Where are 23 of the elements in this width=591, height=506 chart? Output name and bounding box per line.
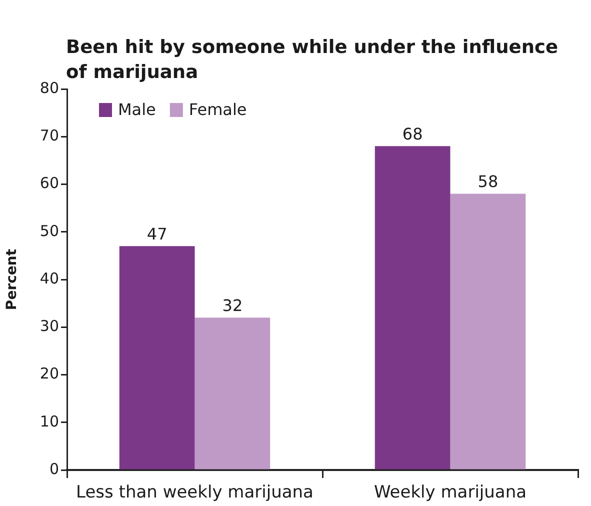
x-tick-label: Weekly marijuana	[374, 482, 527, 503]
y-axis-title: Percent	[4, 248, 20, 310]
y-tick-label: 30	[40, 317, 59, 336]
data-label: 47	[146, 224, 168, 244]
data-label: 58	[478, 172, 498, 191]
y-tick-label: 70	[40, 126, 59, 145]
bar	[450, 194, 526, 470]
y-tick-label: 80	[40, 78, 59, 97]
y-tick-label: 20	[40, 364, 59, 383]
bar	[194, 318, 270, 470]
legend-label: Female	[188, 100, 247, 120]
x-tick-label: Less than weekly marijuana	[76, 482, 314, 503]
y-tick-label: 60	[40, 174, 59, 192]
bar	[374, 146, 450, 470]
y-tick-label: 40	[40, 269, 59, 288]
y-tick-label: 0	[49, 460, 59, 478]
y-tick-label: 50	[40, 222, 59, 240]
bar	[119, 246, 195, 470]
y-tick-label: 10	[40, 412, 59, 430]
data-label: 68	[402, 124, 423, 144]
data-label: 32	[222, 296, 243, 315]
chart-title: Been hit by someone while under the influence of marijuana	[66, 36, 560, 85]
legend-label: Male	[118, 100, 156, 120]
